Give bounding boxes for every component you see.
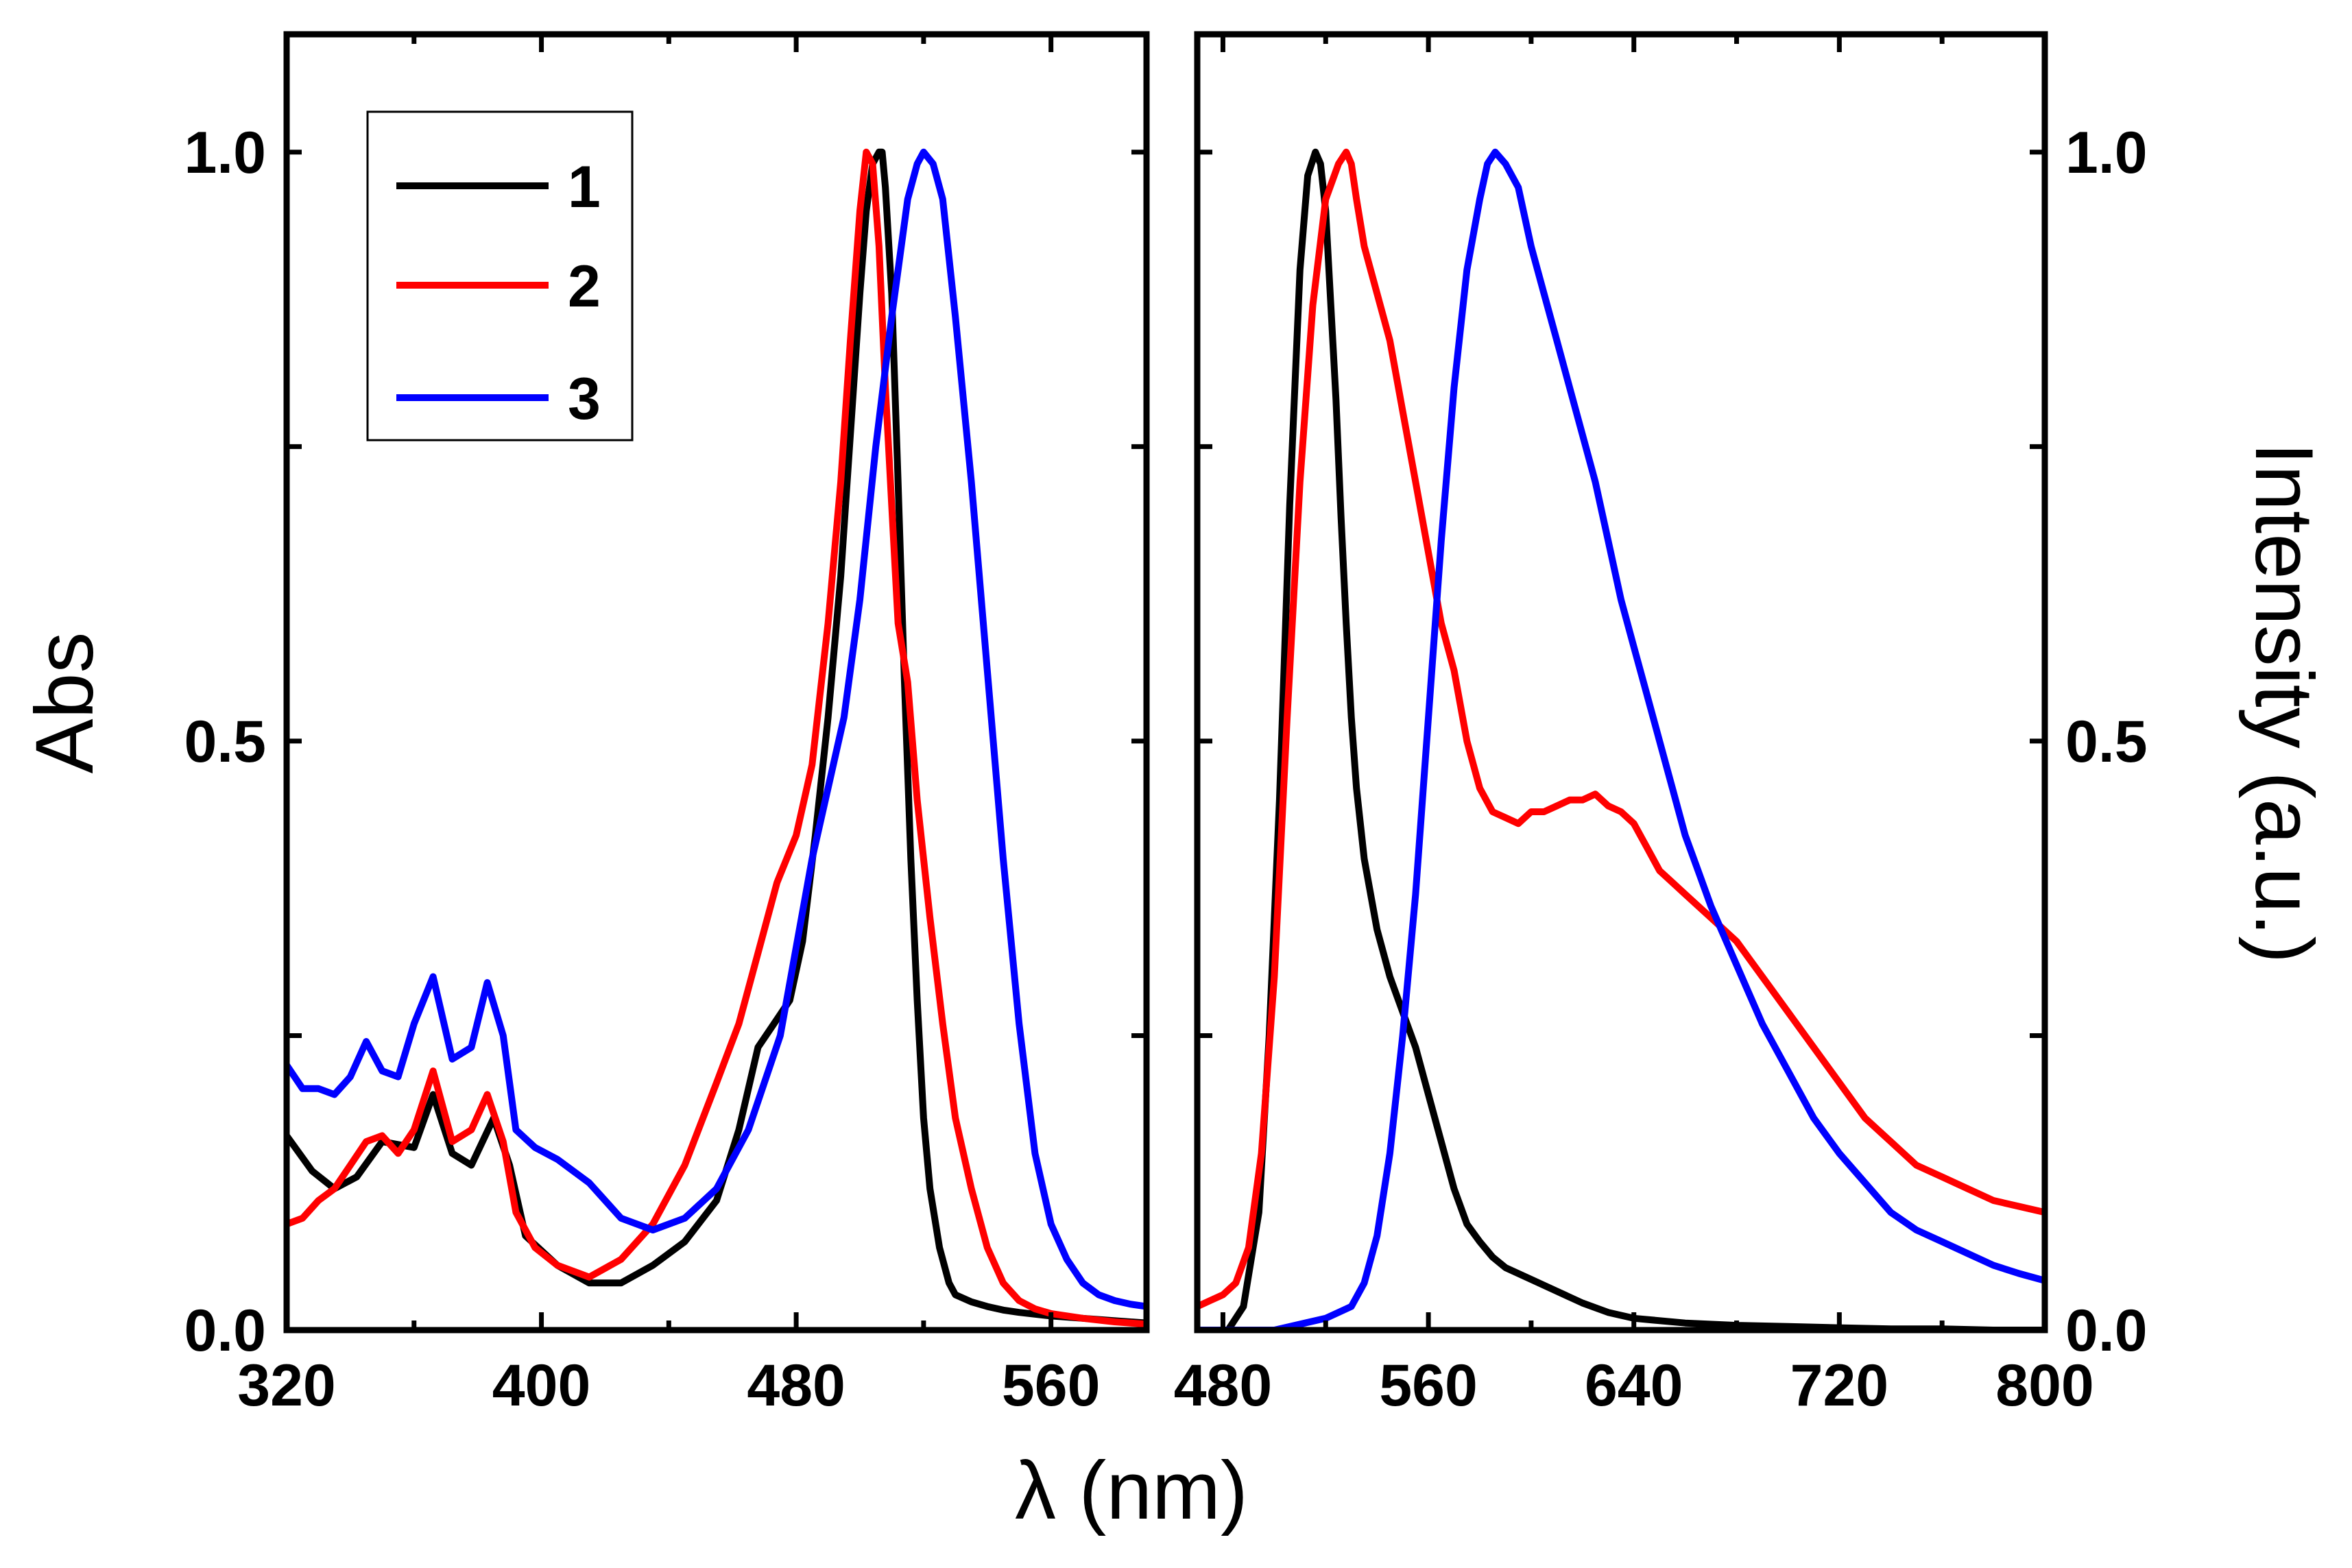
abs-series-1-line [287,148,1147,1327]
left-y-axis-title: Abs [19,632,110,774]
abs-y-tick-label: 0.5 [184,709,266,775]
emission-series-group [1197,148,2045,1330]
absorption-plot-frame [283,31,1150,1334]
em-series-2-line [1197,148,2045,1310]
em-x-tick-label: 800 [1995,1353,2094,1419]
absorption-ticks: 320 400 480 560 0.0 0.5 1.0 [184,34,1147,1419]
em-series-3-line [1197,148,2045,1330]
legend: 1 2 3 [366,110,634,442]
em-y-tick-label: 0.0 [2065,1298,2148,1364]
legend-label-1: 1 [568,154,601,220]
legend-box [366,110,634,442]
legend-label-3: 3 [568,366,601,432]
em-x-tick-label: 640 [1585,1353,1683,1419]
absorption-panel: 320 400 480 560 0.0 0.5 1.0 1 2 3 [184,31,1150,1419]
abs-x-tick-label: 560 [1002,1353,1101,1419]
em-y-tick-label: 1.0 [2065,120,2148,186]
right-y-axis-title: Intensity (a.u.) [2238,442,2330,963]
absorption-series-group [287,148,1147,1328]
abs-y-tick-label: 1.0 [184,120,266,186]
em-y-tick-label: 0.5 [2065,709,2148,775]
abs-x-tick-label: 480 [747,1353,845,1419]
em-x-tick-label: 560 [1379,1353,1478,1419]
em-x-tick-label: 720 [1790,1353,1889,1419]
legend-label-2: 2 [568,254,601,319]
abs-x-tick-label: 320 [237,1353,336,1419]
abs-series-2-line [287,148,1147,1328]
abs-series-3-line [287,148,1147,1310]
emission-plot-frame [1194,31,2048,1334]
em-x-tick-label: 480 [1174,1353,1273,1419]
abs-y-tick-label: 0.0 [184,1298,266,1364]
x-axis-title: λ (nm) [1015,1445,1248,1536]
abs-x-tick-label: 400 [492,1353,591,1419]
